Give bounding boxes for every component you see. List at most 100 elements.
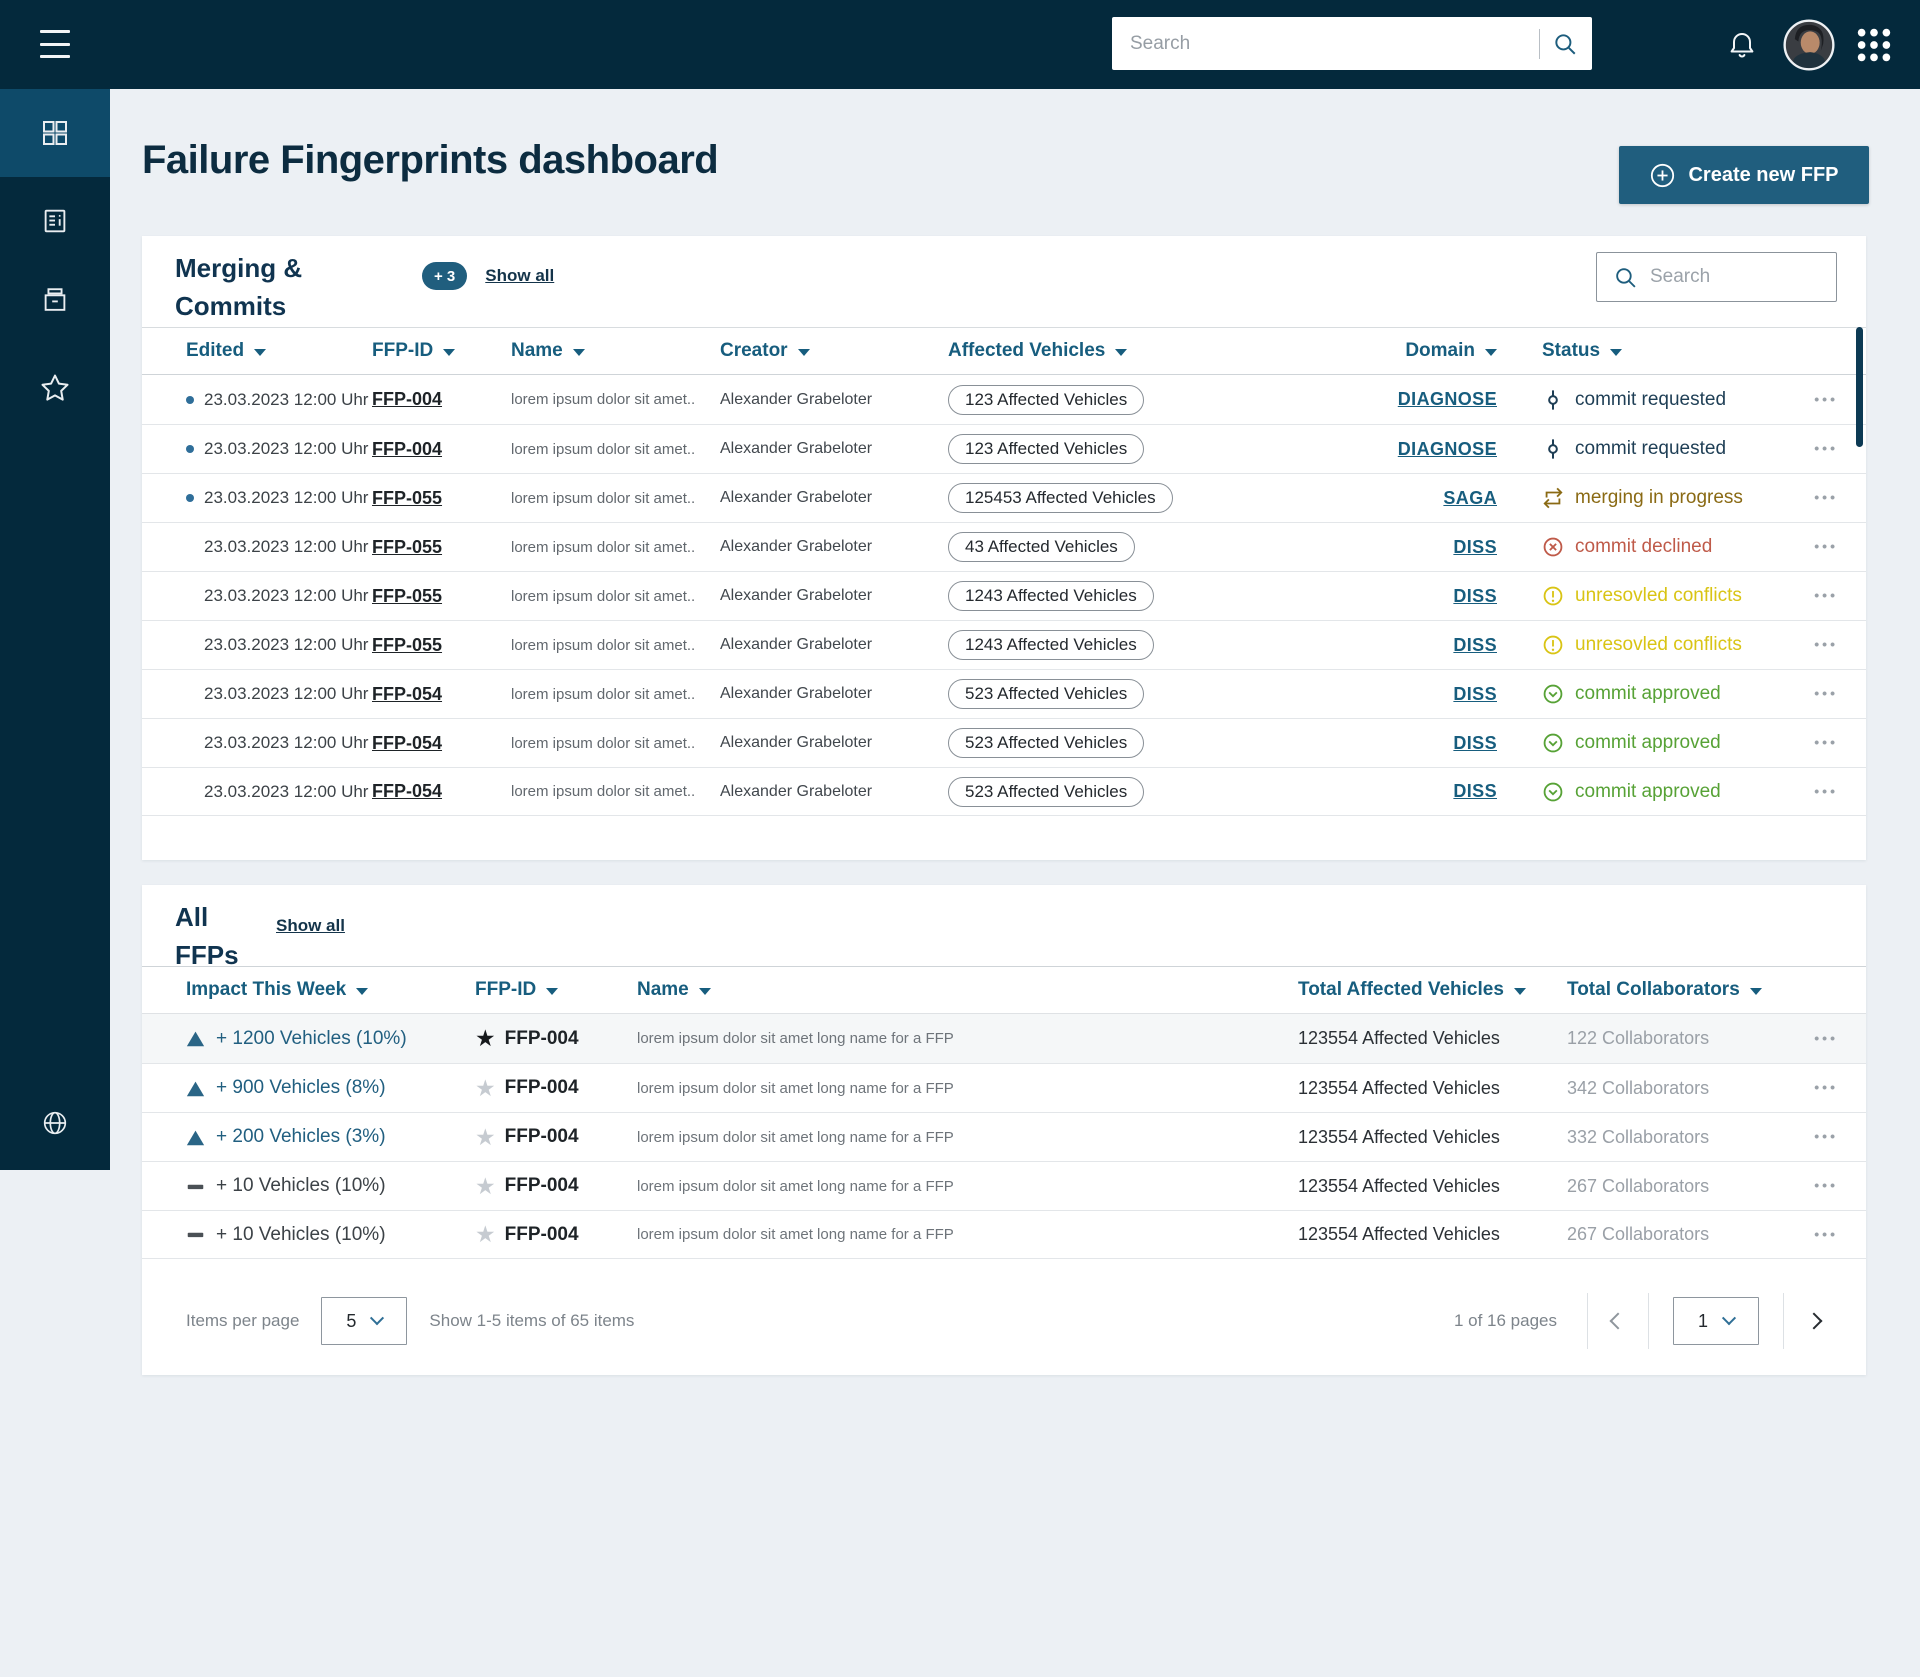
- user-menu-button[interactable]: [1780, 0, 1838, 89]
- status-label: commit approved: [1575, 780, 1721, 802]
- merging-show-all-link[interactable]: Show all: [485, 266, 555, 285]
- trend-up-icon: [186, 1081, 205, 1096]
- previous-page-button[interactable]: [1592, 1295, 1644, 1347]
- column-header-status[interactable]: Status: [1542, 340, 1792, 362]
- notifications-button[interactable]: [1712, 0, 1772, 89]
- column-header-impact-this-week[interactable]: Impact This Week: [186, 979, 475, 1001]
- row-overflow-menu[interactable]: [1812, 385, 1840, 415]
- ffp-id-link[interactable]: FFP-004: [372, 438, 443, 459]
- name-cell: lorem ipsum dolor sit amet long name for…: [637, 1030, 954, 1047]
- row-overflow-menu[interactable]: [1812, 581, 1840, 611]
- ffp-id-link[interactable]: FFP-055: [372, 585, 443, 606]
- edited-cell: 23.03.2023 12:00 Uhr: [204, 537, 369, 556]
- items-per-page-select[interactable]: 5: [321, 1297, 408, 1345]
- domain-link[interactable]: DISS: [1453, 585, 1497, 606]
- ffp-id-link[interactable]: FFP-054: [372, 781, 443, 801]
- ffp-id-link[interactable]: FFP-054: [372, 683, 443, 704]
- sidebar-item-favorites[interactable]: [0, 344, 110, 432]
- merging-table-header: Edited FFP-ID Name Creator Affected Vehi…: [142, 327, 1866, 375]
- ffp-id-link[interactable]: FFP-055: [372, 536, 443, 557]
- app-switcher-button[interactable]: [1846, 0, 1902, 89]
- row-overflow-menu[interactable]: [1812, 1171, 1840, 1201]
- all-ffps-table-body: + 1200 Vehicles (10%) ★ FFP-004 lorem ip…: [142, 1014, 1866, 1259]
- domain-link[interactable]: SAGA: [1443, 487, 1497, 508]
- overflow-menu-icon: [1814, 636, 1838, 653]
- affected-vehicles-badge: 123 Affected Vehicles: [948, 384, 1145, 415]
- row-overflow-menu[interactable]: [1812, 1024, 1840, 1054]
- row-overflow-menu[interactable]: [1812, 630, 1840, 660]
- ffp-id-link[interactable]: FFP-055: [372, 634, 443, 655]
- global-search-input[interactable]: [1130, 32, 1527, 55]
- favorite-star-icon[interactable]: ★: [475, 1074, 496, 1101]
- sidebar-item-archive[interactable]: [0, 256, 110, 344]
- column-header-creator[interactable]: Creator: [720, 340, 948, 362]
- search-icon[interactable]: [1552, 31, 1578, 57]
- chevron-left-icon: [1609, 1312, 1627, 1330]
- sort-caret-icon: [1610, 349, 1623, 356]
- all-ffps-title: All FFPs: [175, 902, 239, 966]
- favorite-star-icon[interactable]: ★: [475, 1221, 496, 1247]
- impact-label: + 200 Vehicles (3%): [216, 1126, 386, 1147]
- overflow-menu-icon: [1814, 391, 1838, 408]
- merging-table-search-input[interactable]: [1650, 266, 1822, 288]
- table-scrollbar-thumb[interactable]: [1856, 327, 1863, 447]
- row-overflow-menu[interactable]: [1812, 483, 1840, 513]
- total-affected-cell: 123554 Affected Vehicles: [1298, 1028, 1500, 1048]
- favorite-star-icon[interactable]: ★: [475, 1123, 496, 1150]
- top-navigation-bar: [0, 0, 1920, 89]
- creator-cell: Alexander Grabeloter: [720, 734, 873, 751]
- new-items-badge: + 3: [422, 262, 468, 290]
- row-overflow-menu[interactable]: [1812, 1220, 1840, 1250]
- ffp-id-link[interactable]: FFP-004: [372, 389, 443, 409]
- ffp-id-link[interactable]: FFP-055: [372, 487, 443, 508]
- warning-circle-icon: [1543, 635, 1563, 655]
- row-overflow-menu[interactable]: [1812, 728, 1840, 758]
- all-ffps-table-header: Impact This Week FFP-ID Name Total Affec…: [142, 966, 1866, 1014]
- column-header-total-affected-vehicles[interactable]: Total Affected Vehicles: [1298, 979, 1567, 1001]
- row-overflow-menu[interactable]: [1812, 777, 1840, 807]
- row-overflow-menu[interactable]: [1812, 1122, 1840, 1152]
- favorite-star-icon[interactable]: ★: [475, 1025, 496, 1051]
- row-overflow-menu[interactable]: [1812, 532, 1840, 562]
- row-overflow-menu[interactable]: [1812, 434, 1840, 464]
- domain-link[interactable]: DISS: [1453, 683, 1497, 704]
- sidebar-item-catalog[interactable]: [0, 177, 110, 265]
- column-header-affected-vehicles[interactable]: Affected Vehicles: [948, 340, 1208, 362]
- domain-link[interactable]: DISS: [1453, 781, 1497, 801]
- domain-link[interactable]: DISS: [1453, 536, 1497, 557]
- overflow-menu-icon: [1814, 440, 1838, 457]
- pager-divider: [1648, 1293, 1649, 1349]
- column-header-name[interactable]: Name: [511, 340, 720, 362]
- impact-cell: + 1200 Vehicles (10%): [186, 1028, 475, 1050]
- overflow-menu-icon: [1814, 1079, 1838, 1096]
- all-ffps-show-all-link[interactable]: Show all: [276, 916, 345, 935]
- name-cell: lorem ipsum dolor sit amet..: [511, 783, 696, 800]
- domain-link[interactable]: DIAGNOSE: [1397, 438, 1497, 459]
- sidebar-item-globe[interactable]: [0, 1079, 110, 1167]
- domain-link[interactable]: DIAGNOSE: [1397, 389, 1497, 409]
- name-cell: lorem ipsum dolor sit amet..: [511, 587, 696, 605]
- approved-check-icon: [1543, 782, 1563, 801]
- domain-link[interactable]: DISS: [1453, 732, 1497, 753]
- column-header-name[interactable]: Name: [637, 979, 1298, 1001]
- name-cell: lorem ipsum dolor sit amet..: [511, 685, 696, 703]
- create-new-ffp-button[interactable]: Create new FFP: [1619, 146, 1869, 204]
- column-header-edited[interactable]: Edited: [186, 340, 372, 362]
- approved-check-icon: [1543, 733, 1563, 753]
- page-number-select[interactable]: 1: [1673, 1297, 1759, 1345]
- next-page-button[interactable]: [1788, 1295, 1840, 1347]
- favorite-star-icon[interactable]: ★: [475, 1172, 496, 1199]
- row-overflow-menu[interactable]: [1812, 1073, 1840, 1103]
- name-cell: lorem ipsum dolor sit amet..: [511, 489, 696, 507]
- sidebar-item-dashboard[interactable]: [0, 89, 110, 177]
- menu-icon[interactable]: [40, 30, 74, 58]
- domain-link[interactable]: DISS: [1453, 634, 1497, 655]
- row-overflow-menu[interactable]: [1812, 679, 1840, 709]
- column-header-domain[interactable]: Domain: [1405, 340, 1497, 362]
- column-header-ffp-id[interactable]: FFP-ID: [372, 340, 511, 362]
- column-header-ffp-id[interactable]: FFP-ID: [475, 979, 637, 1001]
- ffp-id-link[interactable]: FFP-054: [372, 732, 443, 753]
- overflow-menu-icon: [1814, 685, 1838, 702]
- column-header-total-collaborators[interactable]: Total Collaborators: [1567, 979, 1794, 1001]
